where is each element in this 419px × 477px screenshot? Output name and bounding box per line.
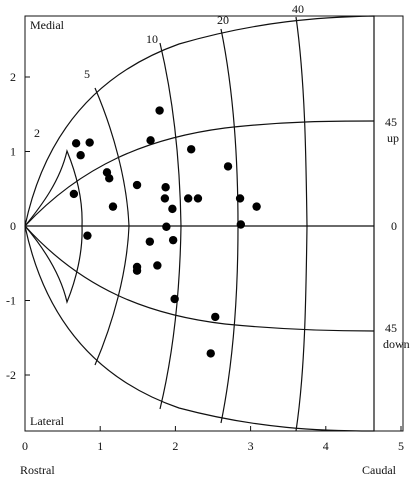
y-tick-label: -1 bbox=[6, 294, 16, 308]
data-point bbox=[236, 220, 246, 229]
grid bbox=[24, 15, 375, 432]
data-point bbox=[168, 204, 177, 214]
distance-10 bbox=[159, 42, 182, 410]
data-point bbox=[186, 145, 196, 154]
data-point bbox=[69, 189, 79, 199]
data-point bbox=[211, 312, 220, 322]
data-point bbox=[108, 202, 118, 211]
radial-label-2: 2 bbox=[34, 126, 40, 140]
data-point bbox=[206, 349, 215, 358]
data-point bbox=[223, 162, 233, 171]
text-labels: Medial Lateral Rostral Caudal 2 5 10 20 … bbox=[20, 2, 410, 477]
data-point bbox=[145, 237, 155, 246]
data-point bbox=[71, 139, 81, 148]
data-point bbox=[168, 235, 178, 245]
x-tick-label: 3 bbox=[248, 439, 254, 453]
radial-label-5: 5 bbox=[84, 67, 90, 81]
y-tick-label: -2 bbox=[6, 368, 16, 382]
data-point bbox=[132, 266, 142, 275]
lateral-label: Lateral bbox=[30, 414, 65, 428]
x-tick-label: 1 bbox=[97, 439, 103, 453]
data-points bbox=[69, 106, 261, 358]
distance-40 bbox=[295, 16, 308, 432]
x-tick-label: 2 bbox=[172, 439, 178, 453]
data-point bbox=[161, 183, 170, 192]
radial-label-40: 40 bbox=[292, 2, 304, 16]
medial-label: Medial bbox=[30, 18, 65, 32]
x-tick-label: 4 bbox=[323, 439, 329, 453]
distance-5 bbox=[94, 87, 130, 366]
elevation-up-value: 45 bbox=[385, 115, 397, 129]
data-point bbox=[85, 138, 94, 147]
data-point bbox=[105, 174, 114, 183]
data-point bbox=[132, 180, 142, 190]
caudal-label: Caudal bbox=[362, 463, 397, 477]
data-point bbox=[146, 136, 155, 145]
x-tick-label: 0 bbox=[22, 439, 28, 453]
x-tick-label: 5 bbox=[398, 439, 404, 453]
data-point bbox=[252, 202, 261, 211]
elevation-down-word: down bbox=[383, 337, 410, 351]
elevation-45-up bbox=[24, 120, 375, 227]
boundary-outer bbox=[24, 15, 375, 432]
radial-label-10: 10 bbox=[146, 32, 158, 46]
data-point bbox=[162, 222, 171, 231]
rostral-label: Rostral bbox=[20, 463, 55, 477]
distance-2 bbox=[24, 149, 83, 304]
data-point bbox=[235, 194, 245, 203]
data-point bbox=[183, 194, 193, 203]
elevation-zero: 0 bbox=[391, 219, 397, 233]
y-tick-label: 0 bbox=[10, 219, 16, 233]
data-point bbox=[83, 231, 92, 240]
data-point bbox=[155, 106, 164, 115]
radial-label-20: 20 bbox=[217, 13, 229, 27]
y-tick-label: 2 bbox=[10, 70, 16, 84]
data-point bbox=[193, 194, 203, 203]
data-point bbox=[160, 194, 170, 203]
y-tick-label: 1 bbox=[10, 145, 16, 159]
elevation-45-down bbox=[24, 225, 375, 332]
data-point bbox=[153, 261, 162, 270]
data-point bbox=[76, 151, 85, 160]
elevation-down-value: 45 bbox=[385, 321, 397, 335]
data-point bbox=[170, 294, 179, 304]
elevation-up-word: up bbox=[387, 131, 399, 145]
